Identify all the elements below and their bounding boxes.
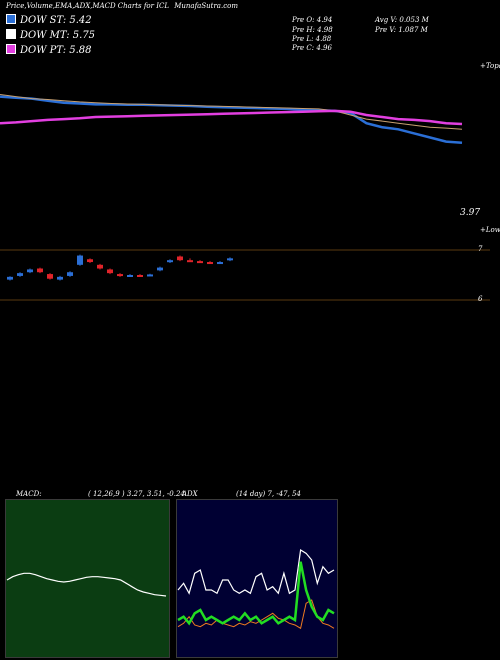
upper-right-label: +Topa [480, 62, 500, 70]
candle-body [27, 269, 33, 273]
candle-body [177, 256, 183, 261]
candle-body [57, 276, 63, 280]
candle-body [7, 276, 13, 280]
ema-line-2 [0, 94, 463, 130]
candle-body [17, 273, 23, 276]
candle-body [157, 267, 163, 271]
macd-line [6, 572, 167, 597]
legend-dow-mt: DOW MT: 5.75 [6, 29, 95, 41]
lower-right-label: +Lowes [480, 226, 500, 234]
candle-body [167, 260, 173, 263]
candle-body [197, 261, 203, 264]
last-price-label: 3.97 [460, 208, 481, 218]
legend-dow-pt: DOW PT: 5.88 [6, 44, 92, 56]
ema-line-3 [0, 109, 463, 126]
adx-line-2 [177, 599, 335, 630]
adx-line-3 [177, 561, 335, 626]
adx-line-1 [177, 549, 335, 595]
legend-dow-st: DOW ST: 5.42 [6, 14, 92, 26]
stat-pre-volume: Pre V: 1.087 M [375, 26, 428, 34]
dow-st-swatch [6, 14, 16, 24]
candle-body [227, 258, 233, 261]
stat-avg-volume: Avg V: 0.053 M [375, 16, 429, 24]
candle-body [147, 274, 153, 277]
page-title: Price,Volume,EMA,ADX,MACD Charts for ICL… [6, 2, 238, 10]
candle-body [37, 268, 43, 273]
macd-panel [5, 499, 170, 658]
candle-body [47, 274, 53, 279]
candle-body [107, 269, 113, 274]
candle-body [127, 275, 133, 277]
stat-close: Pre C: 4.96 [292, 44, 332, 52]
title-text: Price,Volume,EMA,ADX,MACD Charts for ICL [6, 2, 169, 10]
candle-body [87, 259, 93, 263]
axis-label-7: 7 [478, 245, 483, 253]
candle-body [77, 255, 83, 265]
stat-high: Pre H: 4.98 [292, 26, 333, 34]
axis-label-6: 6 [478, 295, 483, 303]
candle-body [137, 275, 143, 277]
ema-line-1 [0, 95, 463, 145]
candle-body [217, 262, 223, 265]
candle-body [117, 274, 123, 277]
adx-label: ADX [182, 490, 198, 498]
adx-params: (14 day) 7, -47, 54 [236, 490, 301, 498]
dow-mt-swatch [6, 29, 16, 39]
macd-params: ( 12,26,9 ) 3.27, 3.51, -0.24 [88, 490, 185, 498]
site-name: MunafaSutra.com [174, 2, 238, 10]
dow-pt-swatch [6, 44, 16, 54]
macd-label: MACD: [16, 490, 42, 498]
candle-body [187, 260, 193, 263]
stat-low: Pre L: 4.88 [292, 35, 332, 43]
candle-body [207, 262, 213, 265]
candle-body [67, 272, 73, 276]
stat-open: Pre O: 4.94 [292, 16, 333, 24]
candle-body [97, 264, 103, 269]
